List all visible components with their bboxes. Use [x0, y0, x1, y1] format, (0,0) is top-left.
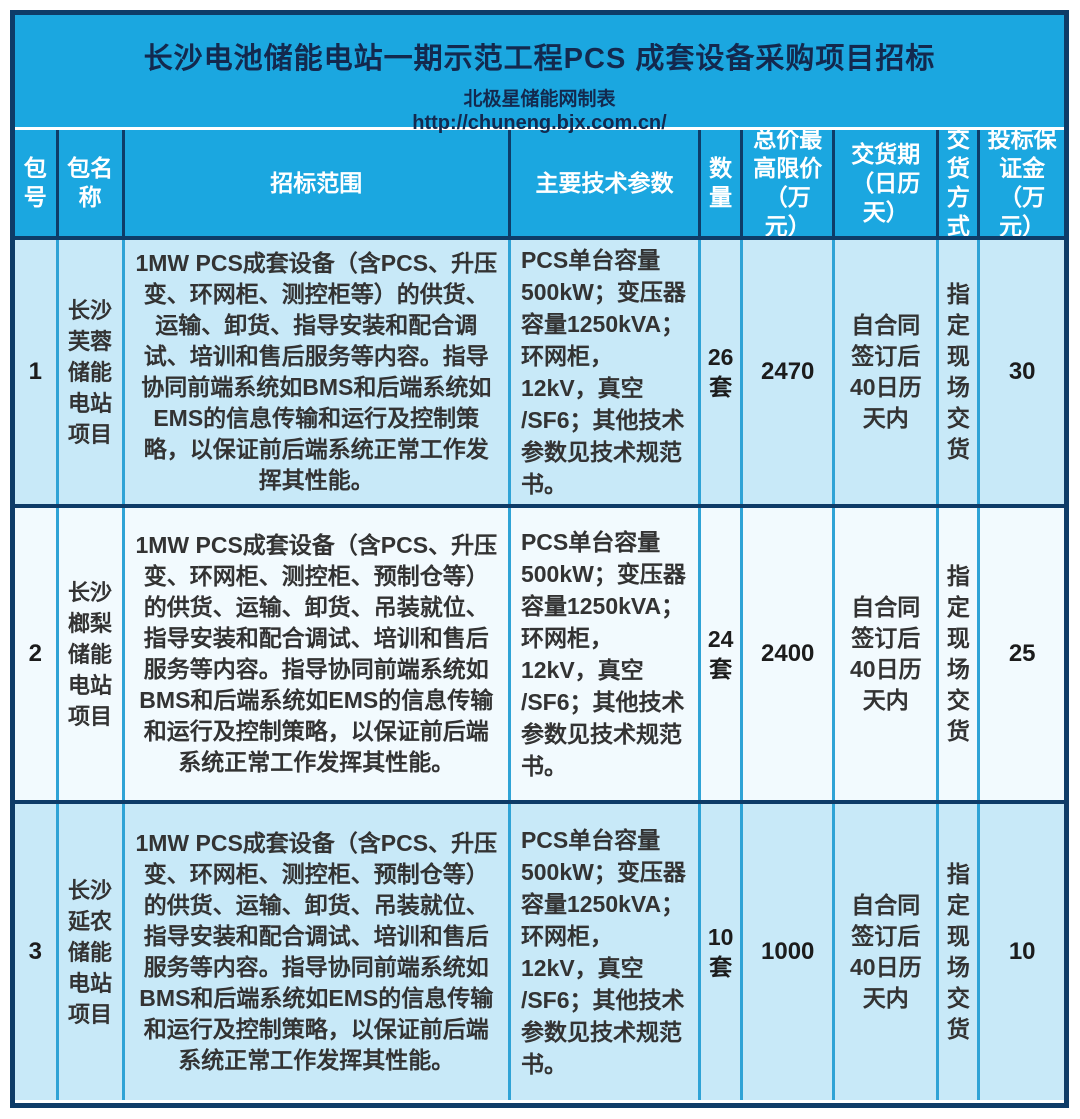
bidding-table: 包号 包名称 招标范围 主要技术参数 数量 总价最高限价（万元） 交货期（日历天… [15, 127, 1064, 1100]
source-url: http://chuneng.bjx.com.cn/ [412, 112, 667, 134]
title-band: 长沙电池储能电站一期示范工程PCS 成套设备采购项目招标 北极星储能网制表 ht… [15, 15, 1064, 134]
cell-delivery-method: 指定现场交货 [936, 800, 979, 1100]
cell-scope: 1MW PCS成套设备（含PCS、升压变、环网柜、测控柜、预制仓等）的供货、运输… [121, 504, 510, 802]
cell-pkg-name: 长沙芙蓉储能电站项目 [55, 236, 124, 506]
cell-pkg-no: 1 [15, 236, 58, 506]
col-header-max-price: 总价最高限价（万元） [740, 127, 834, 240]
cell-delivery-method: 指定现场交货 [936, 236, 979, 506]
bidding-table-sheet: 长沙电池储能电站一期示范工程PCS 成套设备采购项目招标 北极星储能网制表 ht… [10, 10, 1069, 1108]
col-header-pkg-name: 包名称 [55, 127, 124, 240]
cell-qty: 24套 [698, 504, 742, 802]
col-header-pkg-no: 包号 [15, 127, 58, 240]
cell-qty: 10套 [698, 800, 742, 1100]
cell-pkg-name: 长沙榔梨储能电站项目 [55, 504, 124, 802]
cell-pkg-name: 长沙延农储能电站项目 [55, 800, 124, 1100]
cell-delivery-period: 自合同 签订后 40日历 天内 [832, 800, 938, 1100]
cell-max-price: 1000 [740, 800, 834, 1100]
cell-delivery-period: 自合同 签订后 40日历 天内 [832, 236, 938, 506]
cell-pkg-no: 3 [15, 800, 58, 1100]
cell-max-price: 2400 [740, 504, 834, 802]
cell-delivery-method: 指定现场交货 [936, 504, 979, 802]
cell-scope: 1MW PCS成套设备（含PCS、升压变、环网柜、测控柜等）的供货、运输、卸货、… [121, 236, 510, 506]
col-header-delivery-period: 交货期（日历天） [832, 127, 938, 240]
col-header-params: 主要技术参数 [507, 127, 700, 240]
cell-params: PCS单台容量 500kW；变压器 容量1250kVA； 环网柜， 12kV，真… [507, 800, 700, 1100]
cell-scope: 1MW PCS成套设备（含PCS、升压变、环网柜、测控柜、预制仓等）的供货、运输… [121, 800, 510, 1100]
table-row: 1 长沙芙蓉储能电站项目 1MW PCS成套设备（含PCS、升压变、环网柜、测控… [15, 236, 1064, 506]
cell-pkg-no: 2 [15, 504, 58, 802]
page-subtitle: 北极星储能网制表 [463, 89, 616, 110]
table-row: 3 长沙延农储能电站项目 1MW PCS成套设备（含PCS、升压变、环网柜、测控… [15, 800, 1064, 1100]
cell-qty: 26套 [698, 236, 742, 506]
header-row: 包号 包名称 招标范围 主要技术参数 数量 总价最高限价（万元） 交货期（日历天… [15, 127, 1064, 240]
page-title: 长沙电池储能电站一期示范工程PCS 成套设备采购项目招标 [143, 43, 936, 75]
cell-max-price: 2470 [740, 236, 834, 506]
cell-delivery-period: 自合同 签订后 40日历 天内 [832, 504, 938, 802]
col-header-qty: 数量 [698, 127, 742, 240]
cell-params: PCS单台容量 500kW；变压器 容量1250kVA； 环网柜， 12kV，真… [507, 504, 700, 802]
cell-bid-bond: 30 [977, 236, 1064, 506]
cell-params: PCS单台容量 500kW；变压器 容量1250kVA； 环网柜， 12kV，真… [507, 236, 700, 506]
col-header-bid-bond: 投标保证金（万元） [977, 127, 1064, 240]
cell-bid-bond: 10 [977, 800, 1064, 1100]
table-row: 2 长沙榔梨储能电站项目 1MW PCS成套设备（含PCS、升压变、环网柜、测控… [15, 504, 1064, 802]
cell-bid-bond: 25 [977, 504, 1064, 802]
col-header-scope: 招标范围 [121, 127, 510, 240]
col-header-delivery-method: 交货方式 [936, 127, 979, 240]
